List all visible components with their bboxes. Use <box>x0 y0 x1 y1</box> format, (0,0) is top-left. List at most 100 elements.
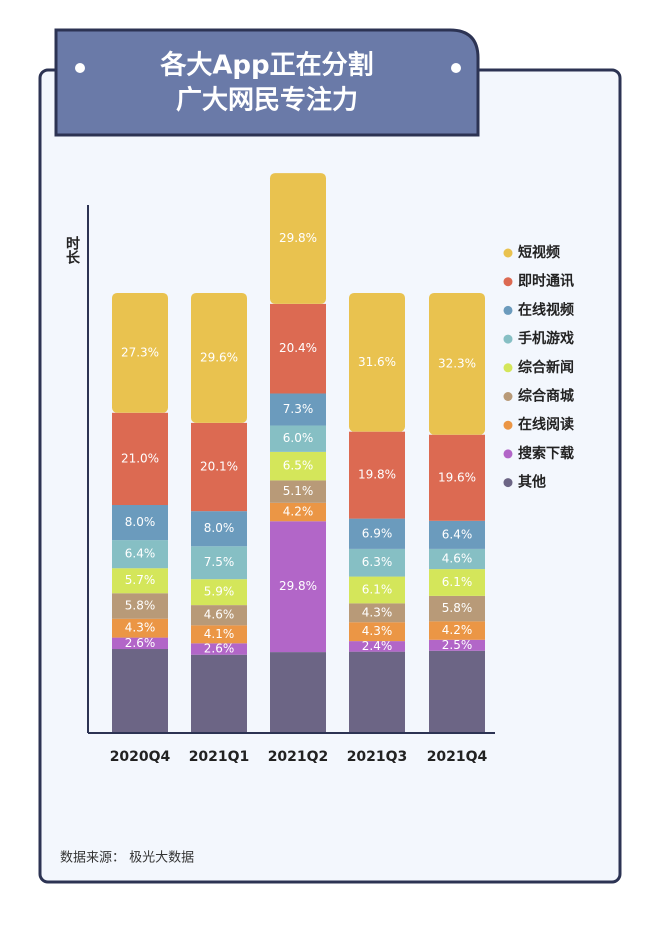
data-label: 6.1% <box>362 582 393 596</box>
data-label: 31.6% <box>358 355 396 369</box>
data-label: 8.0% <box>125 515 156 529</box>
dot <box>75 63 85 73</box>
bar-segment <box>270 521 326 653</box>
data-label: 19.6% <box>438 470 476 484</box>
bar-segment <box>191 605 247 626</box>
bar-segment <box>349 622 405 642</box>
legend-label: 在线视频 <box>518 301 574 318</box>
legend-label: 手机游戏 <box>518 330 574 347</box>
bar-segment <box>191 654 247 732</box>
data-label: 2.5% <box>442 638 473 652</box>
data-label: 6.3% <box>362 555 393 569</box>
data-label: 6.9% <box>362 526 393 540</box>
legend-swatch <box>503 363 513 373</box>
data-label: 20.1% <box>200 460 238 474</box>
bar-segment <box>191 511 247 547</box>
data-label: 29.8% <box>279 231 317 245</box>
data-label: 21.0% <box>121 451 159 465</box>
title-box <box>54 28 480 137</box>
bar-segment <box>349 651 405 732</box>
bar-segment <box>429 569 485 596</box>
data-label: 4.6% <box>204 608 235 622</box>
bar-segment <box>270 451 326 481</box>
y-axis-label: 时长 <box>64 235 80 265</box>
data-label: 4.3% <box>125 621 156 635</box>
bar-segment <box>270 303 326 394</box>
data-label: 6.0% <box>283 431 314 445</box>
bar-segment <box>429 548 485 570</box>
bar-segment <box>270 393 326 426</box>
bar-segment <box>112 568 168 594</box>
bar-segment <box>112 593 168 619</box>
data-label: 7.5% <box>204 555 235 569</box>
data-label: 2.6% <box>204 642 235 656</box>
data-label: 32.3% <box>438 356 476 370</box>
bar-segment <box>191 643 247 655</box>
bar-segment <box>349 603 405 623</box>
chart-title: 广大网民专注力 <box>176 85 358 116</box>
data-label: 5.9% <box>204 585 235 599</box>
legend-label: 综合商城 <box>518 388 574 405</box>
bar-segment <box>349 548 405 577</box>
bar-segment <box>429 292 485 435</box>
bar-segment <box>429 434 485 521</box>
x-tick-label: 2020Q4 <box>110 749 171 765</box>
data-label: 4.2% <box>283 505 314 519</box>
bar-segment <box>112 649 168 732</box>
bar-segment <box>429 650 485 732</box>
data-label: 29.6% <box>200 350 238 364</box>
x-tick-label: 2021Q3 <box>347 749 408 765</box>
bar-segment <box>270 173 326 304</box>
bar-segment <box>112 540 168 569</box>
chart-title: 各大App正在分割 <box>159 50 373 81</box>
source: 数据来源： 极光大数据 <box>60 851 194 866</box>
bar-segment <box>112 618 168 638</box>
bar-segment <box>429 639 485 651</box>
bar-segment <box>349 641 405 652</box>
data-label: 2.4% <box>362 639 393 653</box>
data-label: 8.0% <box>204 521 235 535</box>
legend-label: 其他 <box>518 474 546 491</box>
data-label: 6.4% <box>125 547 156 561</box>
legend-label: 即时通讯 <box>518 273 574 290</box>
data-label: 2.6% <box>125 636 156 650</box>
data-label: 4.3% <box>362 605 393 619</box>
bar-segment <box>191 292 247 423</box>
data-label: 19.8% <box>358 468 396 482</box>
bar-segment <box>191 546 247 580</box>
data-label: 5.7% <box>125 573 156 587</box>
data-label: 4.3% <box>362 624 393 638</box>
data-label: 4.2% <box>442 623 473 637</box>
dot <box>451 63 461 73</box>
bar-segment <box>191 579 247 606</box>
legend-swatch <box>503 277 513 287</box>
bar-segment <box>270 502 326 522</box>
data-label: 4.6% <box>442 552 473 566</box>
bar-segment <box>429 621 485 640</box>
legend-label: 短视频 <box>518 244 560 261</box>
legend-label: 综合新闻 <box>518 359 574 376</box>
data-label: 5.8% <box>442 601 473 615</box>
bar-segment <box>112 637 168 650</box>
bar-segment <box>191 625 247 644</box>
legend-swatch <box>503 449 513 459</box>
data-label: 5.1% <box>283 484 314 498</box>
bar-segment <box>112 505 168 541</box>
data-label: 4.1% <box>204 627 235 641</box>
legend-swatch <box>503 420 513 430</box>
bar-segment <box>270 480 326 503</box>
bar-segment <box>349 431 405 519</box>
bar-segment <box>429 520 485 549</box>
data-label: 6.1% <box>442 575 473 589</box>
bar-segment <box>112 292 168 413</box>
data-label: 20.4% <box>279 341 317 355</box>
data-label: 29.8% <box>279 579 317 593</box>
bar-segment <box>349 576 405 604</box>
data-label: 6.4% <box>442 527 473 541</box>
legend-swatch <box>503 248 513 258</box>
bar-segment <box>112 412 168 506</box>
legend-label: 搜索下载 <box>518 445 574 462</box>
data-label: 27.3% <box>121 345 159 359</box>
legend-swatch <box>503 392 513 401</box>
